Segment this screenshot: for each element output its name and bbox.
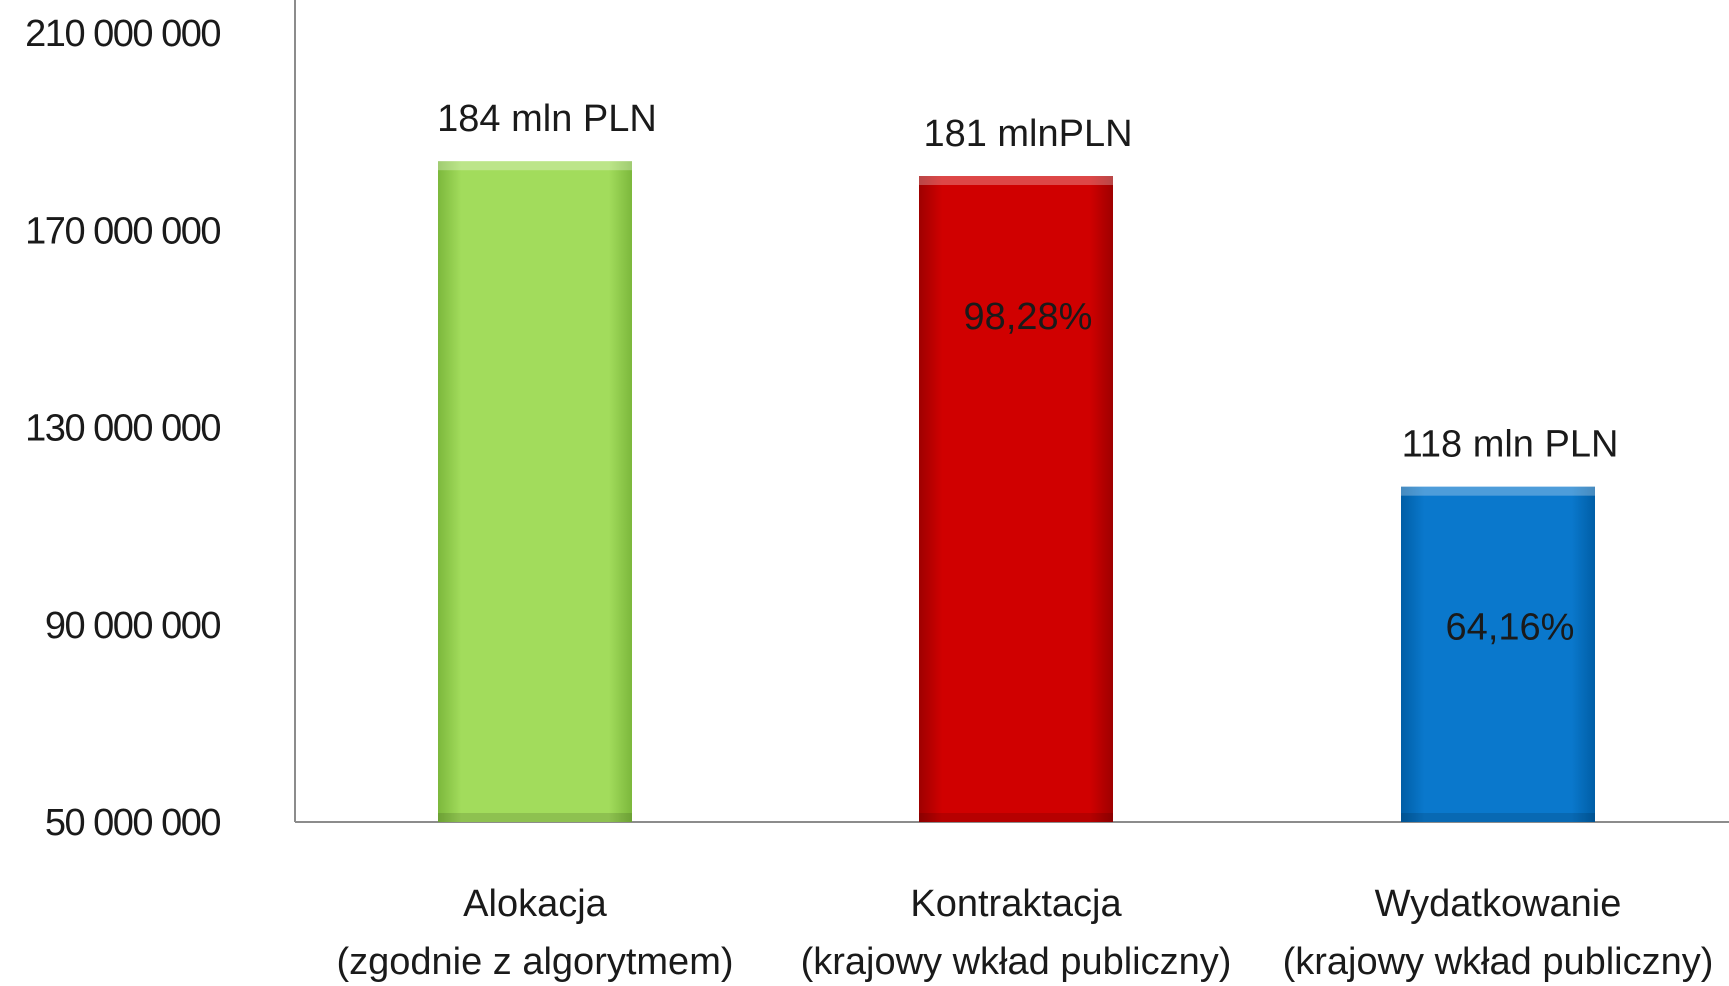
value-label: 184 mln PLN xyxy=(437,98,657,140)
bar xyxy=(1401,486,1595,822)
category-sublabel: (krajowy wkład publiczny) xyxy=(1283,941,1714,983)
value-label: 118 mln PLN xyxy=(1402,424,1619,466)
value-label: 181 mlnPLN xyxy=(923,113,1132,155)
percent-label: 64,16% xyxy=(1446,607,1575,649)
bar-group xyxy=(1401,486,1595,822)
category-label: Wydatkowanie xyxy=(1375,883,1622,925)
category-sublabel: (krajowy wkład publiczny) xyxy=(801,941,1232,983)
y-tick-label: 170 000 000 xyxy=(25,210,220,252)
bar-group xyxy=(919,176,1113,823)
category-label: Kontraktacja xyxy=(910,883,1122,925)
y-tick-label: 210 000 000 xyxy=(25,13,220,55)
bar-shade xyxy=(438,813,632,822)
percent-label: 98,28% xyxy=(964,296,1093,338)
category-label: Alokacja xyxy=(463,883,607,925)
bar-shade xyxy=(919,813,1113,822)
category-sublabel: (zgodnie z algorytmem) xyxy=(336,941,733,983)
bar-group xyxy=(438,161,632,822)
bar xyxy=(919,176,1113,823)
y-tick-label: 50 000 000 xyxy=(45,802,221,844)
bar-bevel xyxy=(919,176,1113,186)
y-tick-label: 130 000 000 xyxy=(25,408,220,450)
bar-shade xyxy=(1401,813,1595,822)
bar xyxy=(438,161,632,822)
bar-bevel xyxy=(438,161,632,171)
bar-bevel xyxy=(1401,486,1595,496)
y-tick-label: 90 000 000 xyxy=(45,605,221,647)
